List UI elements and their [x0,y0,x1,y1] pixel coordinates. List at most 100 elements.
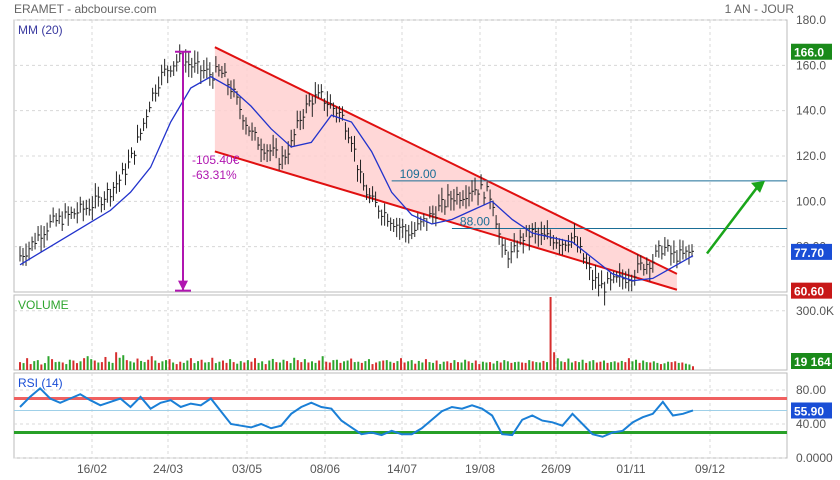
volume-bar [200,359,203,370]
volume-bar [546,362,549,370]
volume-badge [791,353,832,369]
y-tick-label: 140.0 [796,104,826,118]
projection-arrow [706,184,760,255]
volume-bar [261,361,264,370]
volume-bar [417,360,420,370]
volume-bar [143,362,146,370]
volume-bar [378,361,381,370]
volume-bar [19,362,21,370]
volume-panel [13,294,788,371]
volume-bar [432,362,435,370]
volume-bar [93,360,96,370]
volume-bar [407,361,410,370]
volume-bar [246,360,249,370]
volume-bar [346,360,349,370]
volume-bar [36,360,39,370]
volume-bar [364,361,367,370]
volume-bar [97,362,100,370]
volume-bar [328,362,331,370]
volume-bar [627,358,630,370]
rsi-badge [791,402,832,419]
price-badge [791,282,832,299]
volume-bar [414,363,417,370]
volume-bar [375,362,378,370]
x-tick-label: 19/08 [465,462,495,476]
volume-bar [61,362,64,370]
volume-bar [58,361,61,370]
y-tick-label: 180.0 [796,13,826,27]
volume-bar [271,358,274,370]
price-badge [791,43,832,60]
channel-upper-line [214,46,678,275]
volume-bar [578,362,581,370]
volume-bar [175,364,178,370]
volume-bar [47,356,50,370]
volume-bar [214,363,217,370]
volume-bar [496,360,499,370]
volume-bar [574,361,577,370]
volume-bar [303,359,306,370]
volume-bar [79,361,82,370]
volume-bar [506,361,509,370]
volume-bar [278,362,281,370]
volume-bar [68,359,71,370]
volume-bar [684,363,687,370]
volume-bar [72,360,75,370]
y-tick-label: 80.00 [796,383,826,397]
volume-bar [239,361,242,370]
volume-bar [264,364,267,370]
volume-bar [83,358,86,370]
volume-bar [688,364,691,370]
volume-bar [392,362,395,370]
rsi-panel [13,372,788,459]
volume-bar [250,361,253,370]
volume-bar [659,364,662,370]
volume-bar [442,361,445,370]
y-tick-label: 0.0000 [796,451,833,465]
volume-bar [556,358,559,370]
volume-bar [563,362,566,370]
volume-bar [421,362,424,370]
volume-bar [129,361,132,370]
measure-arrowhead [178,280,188,291]
volume-badge-label: 19 164 [794,355,831,369]
volume-bar [435,360,438,370]
volume-bar [613,361,616,370]
volume-bar [538,362,541,370]
volume-bar [254,358,257,370]
volume-bar [656,362,659,370]
volume-bar [581,359,584,370]
volume-bar [464,359,467,370]
volume-bar [268,360,271,370]
volume-bar [125,360,128,370]
volume-bar [132,362,135,370]
volume-bar [503,360,506,370]
volume-bar [150,356,153,370]
volume-bar [257,362,260,370]
hline-label: 88.00 [460,215,490,229]
volume-bar [606,362,609,370]
mm-legend: MM (20) [18,23,63,37]
hline-label: 109.00 [400,167,437,181]
y-tick-label: 40.00 [796,417,826,431]
volume-bar [197,361,200,370]
volume-bar [321,356,324,370]
volume-bar [460,362,463,370]
period-label[interactable]: 1 AN - JOUR [724,2,794,16]
mm20-line [19,75,694,282]
x-tick-label: 26/09 [541,462,571,476]
volume-bar [631,361,634,370]
volume-bar [510,362,513,370]
y-tick-label: 160.0 [796,58,826,72]
volume-bar [108,361,111,370]
volume-bar [456,362,459,370]
volume-bar [343,361,346,370]
volume-bar [182,362,185,370]
volume-bar [467,361,470,370]
x-tick-label: 09/12 [695,462,725,476]
volume-bar [193,363,196,370]
volume-bar [599,361,602,370]
volume-bar [638,362,641,370]
volume-bar [513,362,516,370]
volume-bar [531,361,534,370]
